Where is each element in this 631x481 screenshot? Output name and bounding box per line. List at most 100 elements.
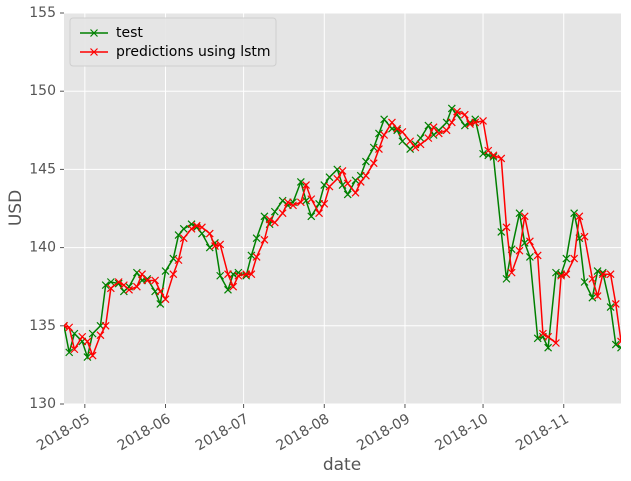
marker xyxy=(325,173,334,182)
marker xyxy=(398,127,407,136)
y-tick-label: 140 xyxy=(29,240,56,256)
marker xyxy=(598,268,607,277)
marker xyxy=(270,207,279,216)
marker xyxy=(538,329,547,338)
legend-label: test xyxy=(116,25,143,41)
marker xyxy=(247,251,256,260)
marker xyxy=(380,131,389,139)
marker xyxy=(362,157,370,166)
marker xyxy=(520,212,529,221)
marker xyxy=(466,120,474,128)
marker xyxy=(278,209,287,218)
marker xyxy=(320,181,329,189)
marker xyxy=(362,171,370,180)
marker xyxy=(611,299,620,308)
marker xyxy=(406,137,415,146)
legend-marker xyxy=(90,48,98,56)
marker xyxy=(192,221,201,230)
marker xyxy=(179,224,188,233)
y-tick-label: 155 xyxy=(29,5,56,21)
marker xyxy=(174,256,183,265)
marker xyxy=(211,242,219,250)
y-tick-label: 135 xyxy=(29,318,56,334)
legend-label: predictions using lstm xyxy=(116,44,271,60)
marker xyxy=(114,278,123,286)
marker xyxy=(429,123,438,132)
marker xyxy=(205,229,214,238)
marker xyxy=(106,278,115,286)
legend-box xyxy=(69,17,277,67)
marker xyxy=(502,274,511,283)
marker xyxy=(369,159,378,168)
x-tick-label: 2018-07 xyxy=(193,411,252,454)
marker xyxy=(479,149,487,158)
marker xyxy=(593,292,602,301)
marker xyxy=(369,143,378,152)
marker xyxy=(552,268,560,277)
marker xyxy=(525,253,534,261)
marker xyxy=(302,181,310,189)
marker xyxy=(580,278,589,286)
marker xyxy=(552,339,560,347)
marker xyxy=(562,270,571,279)
marker xyxy=(234,271,243,280)
marker xyxy=(289,201,297,210)
marker xyxy=(307,212,316,221)
marker xyxy=(88,329,97,338)
marker xyxy=(338,181,347,189)
marker xyxy=(247,270,256,279)
marker xyxy=(416,140,425,149)
marker xyxy=(411,143,420,152)
marker xyxy=(416,134,425,143)
marker xyxy=(296,198,305,207)
marker xyxy=(562,254,571,263)
marker xyxy=(356,177,365,186)
marker xyxy=(460,121,469,130)
marker xyxy=(489,151,498,160)
marker xyxy=(593,267,602,275)
marker xyxy=(260,235,269,244)
marker xyxy=(575,212,584,221)
marker xyxy=(351,188,360,197)
marker xyxy=(471,118,480,127)
marker xyxy=(507,268,516,277)
marker xyxy=(65,323,74,332)
marker xyxy=(557,271,566,280)
marker xyxy=(101,281,110,290)
marker xyxy=(544,332,553,341)
marker xyxy=(283,198,292,207)
marker xyxy=(606,270,615,279)
legend-marker xyxy=(90,29,98,37)
marker xyxy=(570,209,579,218)
marker xyxy=(338,167,347,175)
y-tick-label: 130 xyxy=(29,396,56,412)
marker xyxy=(224,285,232,294)
marker xyxy=(343,179,352,188)
marker xyxy=(588,274,597,283)
marker xyxy=(302,196,310,205)
marker xyxy=(270,218,279,227)
marker xyxy=(132,268,141,277)
marker xyxy=(70,329,79,338)
marker xyxy=(489,152,498,161)
marker xyxy=(64,321,68,330)
marker xyxy=(315,209,323,218)
marker xyxy=(325,182,334,191)
x-tick-label: 2018-05 xyxy=(34,411,93,454)
marker xyxy=(224,270,232,279)
y-tick-label: 150 xyxy=(29,83,56,99)
marker xyxy=(520,238,529,247)
marker xyxy=(343,190,352,199)
series-layer xyxy=(64,104,621,362)
marker xyxy=(252,253,261,261)
marker xyxy=(617,343,621,352)
marker xyxy=(502,223,511,232)
marker xyxy=(606,303,615,311)
marker xyxy=(161,295,170,304)
marker xyxy=(252,234,261,243)
x-tick-label: 2018-09 xyxy=(354,411,413,454)
marker xyxy=(216,271,225,280)
legend: test predictions using lstm xyxy=(69,17,277,67)
x-axis-label: date xyxy=(323,455,361,475)
plot-area xyxy=(64,13,621,404)
